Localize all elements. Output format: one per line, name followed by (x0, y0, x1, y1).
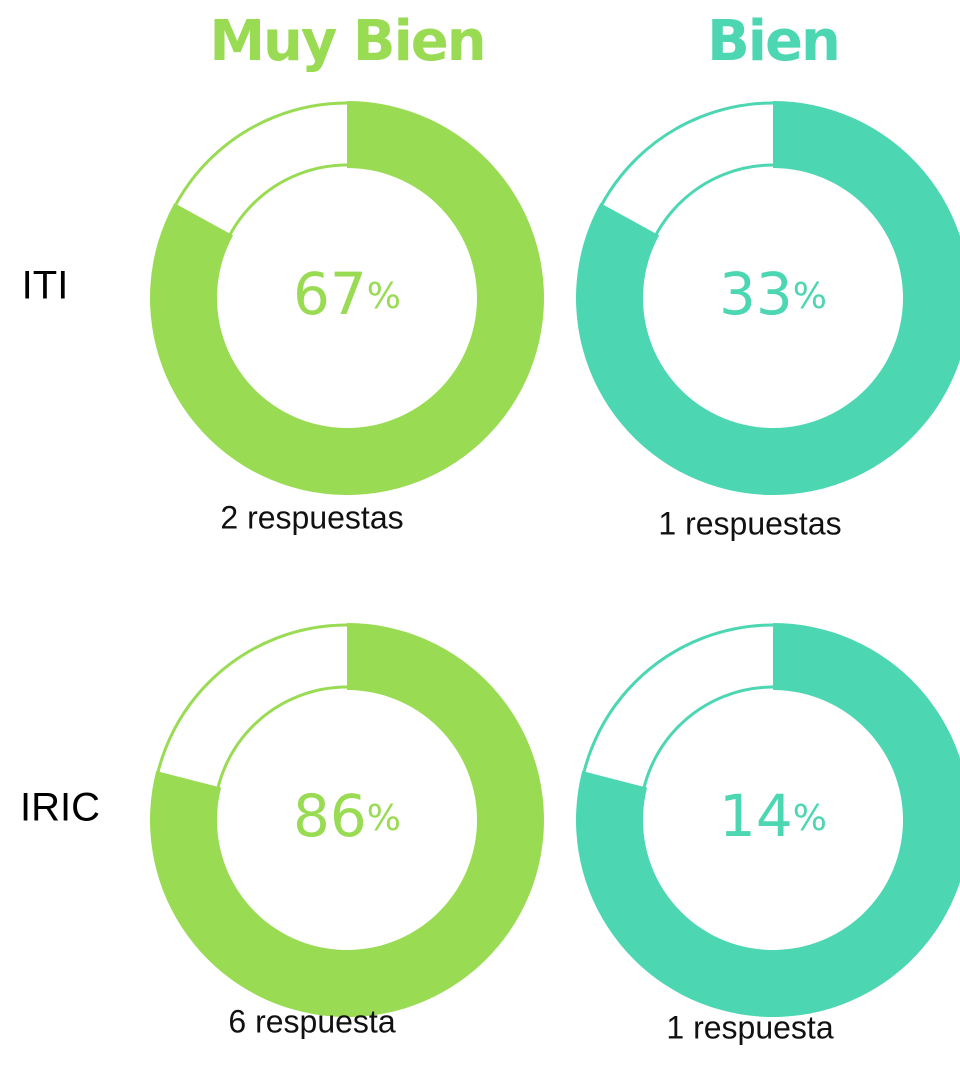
percent-value: 67 (293, 260, 367, 328)
ring-arc (150, 101, 544, 495)
column-title: Bien (707, 9, 839, 74)
row-label: IRIC (20, 786, 100, 830)
ring-arc (576, 101, 960, 495)
percent-label: 67% (293, 260, 401, 328)
column-title: Muy Bien (209, 9, 484, 74)
percent-value: 14 (719, 782, 793, 850)
caption: 6 respuesta (228, 1003, 395, 1039)
ring-arc (576, 623, 960, 1017)
percent-unit: % (793, 798, 827, 839)
caption: 1 respuestas (658, 505, 841, 541)
caption: 2 respuestas (220, 499, 403, 535)
percent-label: 14% (719, 782, 827, 850)
percent-label: 86% (293, 782, 401, 850)
row-label: ITI (22, 264, 69, 308)
caption: 1 respuesta (666, 1009, 833, 1045)
percent-label: 33% (719, 260, 827, 328)
percent-value: 86 (293, 782, 367, 850)
percent-unit: % (367, 798, 401, 839)
percent-unit: % (793, 276, 827, 317)
percent-value: 33 (719, 260, 793, 328)
percent-unit: % (367, 276, 401, 317)
ring-arc (150, 623, 544, 1018)
